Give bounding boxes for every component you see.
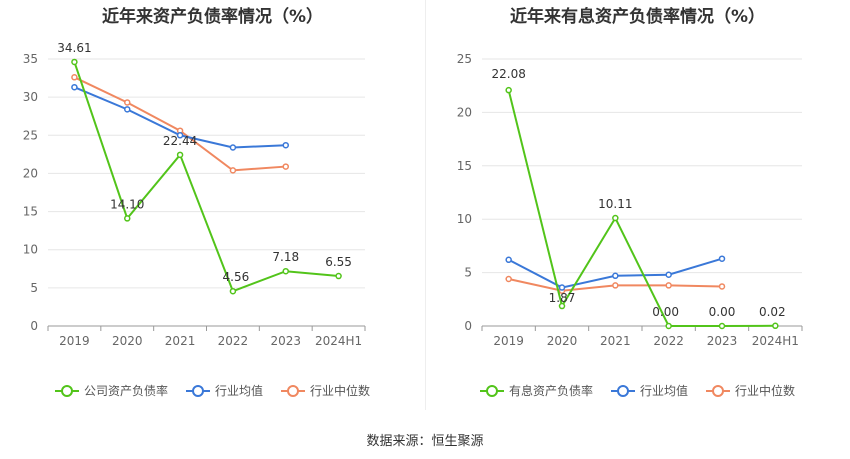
line-chart-interest-bearing-debt-ratio: 0 5 10 15 20 25 2019 2020 2021 2022 2023 2024H1 22.0… bbox=[457, 52, 803, 348]
x-tick-label: 2021 bbox=[165, 334, 196, 348]
data-label: 0.00 bbox=[709, 305, 736, 319]
data-label: 6.55 bbox=[325, 255, 352, 269]
legend-marker-icon bbox=[281, 384, 305, 398]
data-label: 22.44 bbox=[163, 134, 197, 148]
y-tick-label: 15 bbox=[23, 205, 38, 219]
data-point bbox=[71, 58, 78, 66]
legend-label: 公司资产负债率 bbox=[83, 384, 168, 398]
data-label: 14.10 bbox=[110, 197, 144, 211]
data-point bbox=[176, 132, 184, 139]
legend-label: 行业中位数 bbox=[735, 384, 796, 398]
chart-legend: 公司资产负债率 行业均值 行业中位数 bbox=[0, 382, 425, 399]
y-tick-label: 35 bbox=[23, 52, 38, 66]
legend-label: 有息资产负债率 bbox=[508, 384, 593, 398]
right-chart-panel: 近年来有息资产负债率情况（%） 0 5 10 15 20 25 2019 2020 2021 20… bbox=[425, 0, 850, 420]
data-point bbox=[229, 144, 237, 151]
left-chart-panel: 近年来资产负债率情况（%） 0 5 10 15 20 25 30 35 2019 2020 2021… bbox=[0, 0, 425, 420]
data-point bbox=[505, 86, 512, 94]
data-point bbox=[772, 322, 779, 330]
data-point bbox=[718, 283, 726, 290]
x-tick-label: 2019 bbox=[493, 334, 524, 348]
legend-item[interactable]: 行业中位数 bbox=[706, 382, 795, 399]
data-point bbox=[718, 322, 726, 330]
data-point bbox=[229, 287, 237, 295]
data-point bbox=[505, 275, 512, 283]
x-tick-label: 2022 bbox=[653, 334, 684, 348]
data-point bbox=[505, 256, 512, 264]
series-line bbox=[507, 89, 776, 327]
legend-item[interactable]: 公司资产负债率 bbox=[54, 382, 168, 399]
x-tick-label: 2024H1 bbox=[752, 334, 799, 348]
legend-marker-icon bbox=[610, 384, 635, 398]
data-point bbox=[71, 74, 78, 81]
data-point bbox=[124, 215, 131, 222]
x-tick-label: 2023 bbox=[707, 334, 738, 348]
legend-label: 行业中位数 bbox=[310, 384, 371, 398]
y-tick-label: 5 bbox=[464, 266, 472, 280]
data-point bbox=[124, 99, 131, 106]
data-point bbox=[558, 284, 566, 291]
x-tick-label: 2020 bbox=[112, 334, 143, 348]
data-point bbox=[124, 106, 131, 113]
x-tick-label: 2024H1 bbox=[315, 334, 362, 348]
data-point bbox=[612, 214, 619, 222]
y-tick-label: 10 bbox=[23, 243, 38, 257]
legend-marker-icon bbox=[479, 384, 504, 398]
y-tick-label: 20 bbox=[457, 105, 472, 119]
y-tick-label: 25 bbox=[457, 52, 472, 66]
y-tick-label: 0 bbox=[30, 319, 38, 333]
y-tick-label: 10 bbox=[457, 212, 472, 226]
chart-title: 近年来资产负债率情况（%） bbox=[101, 7, 324, 27]
y-tick-label: 0 bbox=[464, 319, 472, 333]
x-tick-label: 2020 bbox=[547, 334, 578, 348]
data-point bbox=[229, 167, 237, 174]
chart-title: 近年来有息资产负债率情况（%） bbox=[509, 7, 766, 27]
y-tick-label: 30 bbox=[23, 90, 38, 104]
legend-label: 行业均值 bbox=[639, 384, 688, 398]
data-source-note: 数据来源：恒生聚源 bbox=[366, 434, 484, 449]
x-tick-label: 2021 bbox=[600, 334, 631, 348]
legend-item[interactable]: 行业中位数 bbox=[281, 382, 370, 399]
series-line bbox=[73, 61, 339, 293]
data-point bbox=[71, 83, 78, 91]
legend-item[interactable]: 行业均值 bbox=[185, 382, 263, 399]
legend-item[interactable]: 行业均值 bbox=[610, 382, 688, 399]
data-point bbox=[282, 163, 289, 170]
data-label: 0.00 bbox=[652, 305, 679, 319]
x-tick-label: 2019 bbox=[59, 334, 90, 348]
data-label: 34.61 bbox=[57, 41, 91, 55]
data-point bbox=[718, 255, 726, 262]
data-label: 7.18 bbox=[272, 250, 299, 264]
panel-divider bbox=[425, 0, 426, 410]
data-point bbox=[176, 151, 184, 159]
data-point bbox=[612, 272, 619, 280]
legend-marker-icon bbox=[706, 384, 730, 398]
legend-marker-icon bbox=[185, 384, 210, 398]
x-tick-label: 2023 bbox=[270, 334, 301, 348]
data-label: 0.02 bbox=[759, 305, 786, 319]
data-label: 4.56 bbox=[223, 270, 250, 284]
data-label: 1.87 bbox=[549, 291, 576, 305]
data-label: 22.08 bbox=[491, 67, 525, 81]
data-point bbox=[282, 141, 289, 149]
legend-item[interactable]: 有息资产负债率 bbox=[479, 382, 593, 399]
data-point bbox=[665, 282, 672, 289]
y-tick-label: 5 bbox=[30, 281, 38, 295]
data-point bbox=[665, 271, 672, 278]
data-point bbox=[558, 302, 566, 310]
legend-label: 行业均值 bbox=[214, 384, 263, 398]
legend-marker-icon bbox=[54, 384, 79, 398]
data-point bbox=[282, 267, 289, 275]
y-tick-label: 25 bbox=[23, 128, 38, 142]
chart-legend: 有息资产负债率 行业均值 行业中位数 bbox=[425, 382, 850, 399]
y-tick-label: 20 bbox=[23, 166, 38, 180]
data-point bbox=[665, 322, 672, 330]
line-chart-debt-ratio: 0 5 10 15 20 25 30 35 2019 2020 2021 2022 2023 2024H1… bbox=[23, 41, 366, 348]
x-tick-label: 2022 bbox=[218, 334, 249, 348]
y-tick-label: 15 bbox=[457, 159, 472, 173]
data-point bbox=[612, 282, 619, 289]
data-label: 10.11 bbox=[598, 197, 632, 211]
data-point bbox=[335, 272, 342, 280]
